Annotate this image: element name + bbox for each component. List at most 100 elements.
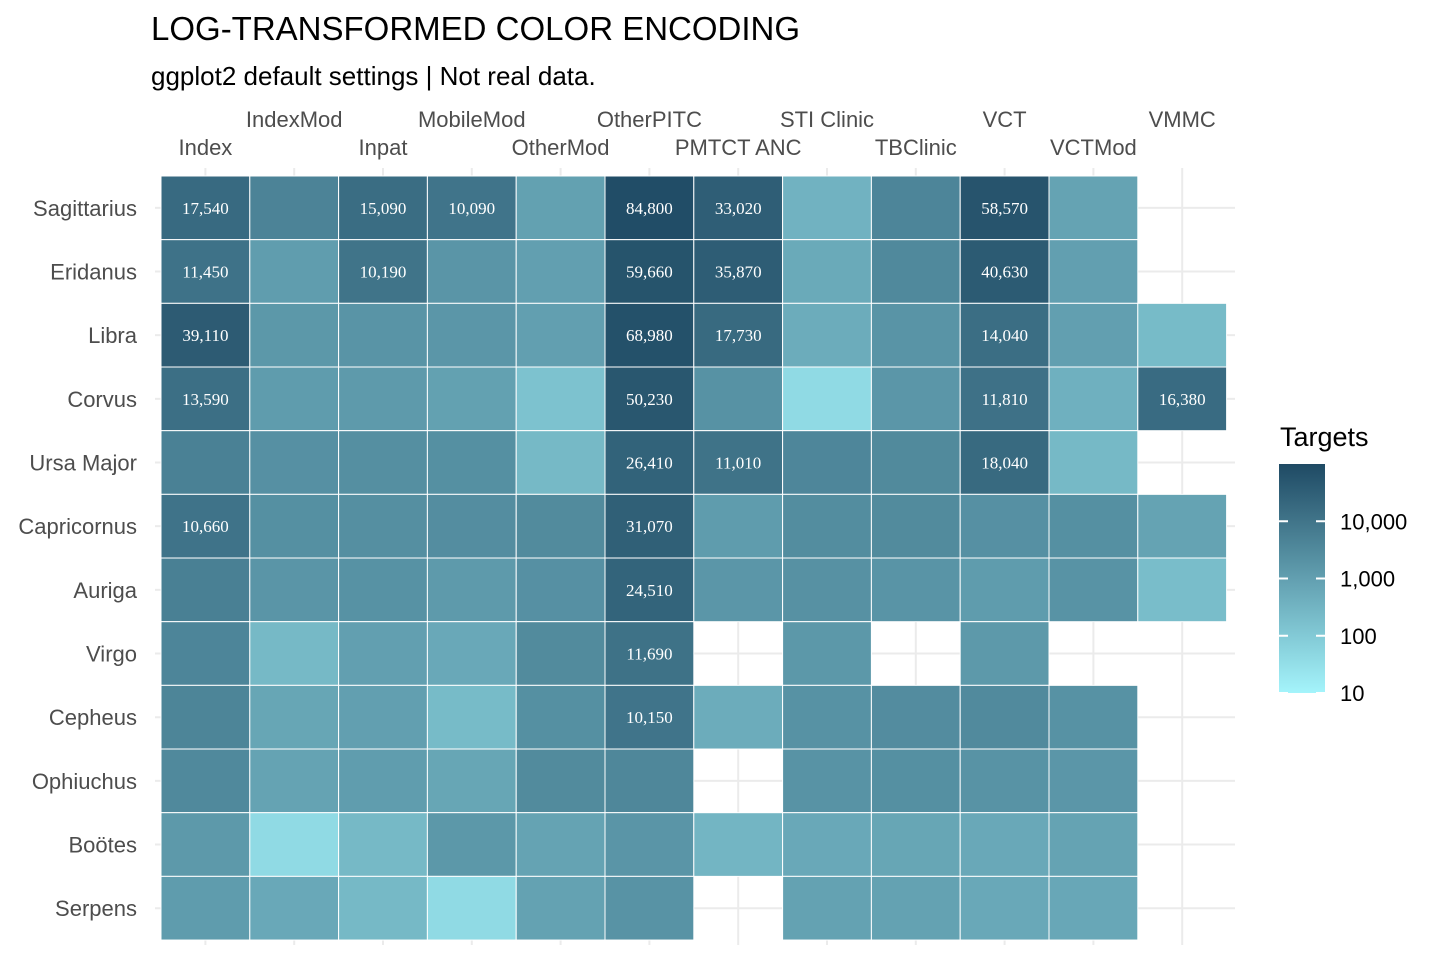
legend-ticks: 10 100 1,000 10,000 [1279,509,1407,706]
x-axis-label: TBClinic [875,135,957,160]
heatmap-cell-corvus-vct [959,366,1050,432]
cell-value-label: 35,870 [715,263,762,282]
heatmap-cell-auriga-tbclinic [870,557,961,623]
heatmap-cell-cepheus-vctmod [1048,684,1139,750]
cell-value-label: 39,110 [182,326,228,345]
heatmap-cell-sagittarius-otherpitc [604,175,695,241]
heatmap-cell-libra-vctmod [1048,302,1139,368]
x-axis-label: Index [178,135,232,160]
heatmap-cell-auriga-pmtct-anc [693,557,784,623]
heatmap-cell-ursa-major-otherpitc [604,430,695,495]
y-axis-label: Virgo [86,642,137,667]
heatmap-cell-auriga-sti-clinic [782,557,872,623]
heatmap-cell-corvus-vmmc [1137,366,1228,432]
heatmap-cell-eridanus-tbclinic [870,239,961,304]
heatmap-cell-eridanus-inpat [338,239,428,304]
heatmap-cell-capricornus-inpat [338,493,428,559]
heatmap-cell-sagittarius-sti-clinic [782,175,872,241]
heatmap-cell-capricornus-vctmod [1048,493,1139,559]
cell-value-label: 50,230 [626,390,673,409]
heatmap-cell-libra-vmmc [1137,302,1228,368]
y-axis-label: Boötes [69,833,138,858]
heatmap-cell-auriga-mobilemod [426,557,517,623]
heatmap-cell-eridanus-mobilemod [426,239,517,304]
cell-value-label: 58,570 [981,199,1028,218]
cell-value-label: 10,150 [626,708,673,727]
y-axis-label: Corvus [67,387,137,412]
cell-value-label: 11,810 [982,390,1028,409]
heatmap-cell-cepheus-sti-clinic [782,684,872,750]
heatmap-cell-bo-tes-tbclinic [870,812,961,877]
heatmap-cell-corvus-otherpitc [604,366,695,432]
heatmap-cell-auriga-indexmod [249,557,340,623]
y-axis-label: Ursa Major [29,451,137,476]
heatmap-cell-ursa-major-othermod [515,430,606,495]
cell-value-label: 24,510 [626,581,673,600]
heatmap-cell-ophiuchus-vct [959,748,1050,814]
cell-value-label: 11,010 [715,454,761,473]
heatmap-cell-cepheus-inpat [338,684,428,750]
heatmap-cell-auriga-othermod [515,557,606,623]
heatmap-cell-corvus-tbclinic [870,366,961,432]
cell-value-label: 18,040 [981,454,1028,473]
heatmap-cell-eridanus-vctmod [1048,239,1139,304]
heatmap-cell-corvus-othermod [515,366,606,432]
heatmap-cell-capricornus-sti-clinic [782,493,872,559]
heatmap-cell-corvus-sti-clinic [782,366,872,432]
heatmap-cell-serpens-index [160,875,251,941]
heatmap-cell-virgo-vct [959,621,1050,686]
heatmap-cell-ursa-major-inpat [338,430,428,495]
heatmap-cell-auriga-vmmc [1137,557,1228,623]
cell-value-label: 26,410 [626,454,673,473]
heatmap-cell-corvus-pmtct-anc [693,366,784,432]
heatmap-cell-ursa-major-vctmod [1048,430,1139,495]
heatmap-cell-auriga-vctmod [1048,557,1139,623]
heatmap-cell-ophiuchus-index [160,748,251,814]
heatmap-cell-libra-indexmod [249,302,340,368]
legend-tick-label: 1,000 [1340,567,1395,592]
chart-title: LOG-TRANSFORMED COLOR ENCODING [151,10,801,47]
heatmap-cell-cepheus-indexmod [249,684,340,750]
heatmap-cell-corvus-mobilemod [426,366,517,432]
cell-value-label: 16,380 [1159,390,1206,409]
heatmap-cell-capricornus-othermod [515,493,606,559]
cell-value-label: 14,040 [981,326,1028,345]
heatmap-cell-capricornus-mobilemod [426,493,517,559]
heatmap-cell-virgo-index [160,621,251,686]
cell-value-label: 17,730 [715,326,762,345]
heatmap-cell-cepheus-index [160,684,251,750]
heatmap-cell-virgo-inpat [338,621,428,686]
x-axis-label: Inpat [359,135,408,160]
heatmap-cell-bo-tes-indexmod [249,812,340,877]
cell-value-labels: 17,540 15,090 10,090 84,800 33,020 58,570 11,4… [182,199,1206,727]
y-axis-label: Libra [88,323,138,348]
heatmap-cell-corvus-index [160,366,251,432]
x-axis-label: VMMC [1149,107,1216,132]
heatmap-cells [160,175,1228,941]
heatmap-cell-libra-inpat [338,302,428,368]
heatmap-cell-cepheus-mobilemod [426,684,517,750]
heatmap-cell-bo-tes-otherpitc [604,812,695,877]
heatmap-cell-bo-tes-sti-clinic [782,812,872,877]
cell-value-label: 40,630 [981,263,1028,282]
heatmap-cell-auriga-index [160,557,251,623]
legend-tick-label: 10,000 [1340,509,1407,534]
heatmap-cell-cepheus-pmtct-anc [693,684,784,750]
heatmap-cell-virgo-sti-clinic [782,621,872,686]
heatmap-cell-auriga-otherpitc [604,557,695,623]
heatmap-cell-libra-sti-clinic [782,302,872,368]
heatmap-cell-eridanus-sti-clinic [782,239,872,304]
heatmap-cell-serpens-tbclinic [870,875,961,941]
heatmap-cell-capricornus-pmtct-anc [693,493,784,559]
heatmap-cell-virgo-othermod [515,621,606,686]
y-axis-label: Auriga [73,578,137,603]
heatmap-cell-sagittarius-vctmod [1048,175,1139,241]
heatmap-cell-serpens-otherpitc [604,875,695,941]
heatmap-cell-ophiuchus-otherpitc [604,748,695,814]
cell-value-label: 10,190 [360,263,407,282]
heatmap-cell-ophiuchus-inpat [338,748,428,814]
heatmap-cell-serpens-sti-clinic [782,875,872,941]
y-axis-label: Serpens [55,896,137,921]
cell-value-label: 11,690 [626,645,672,664]
